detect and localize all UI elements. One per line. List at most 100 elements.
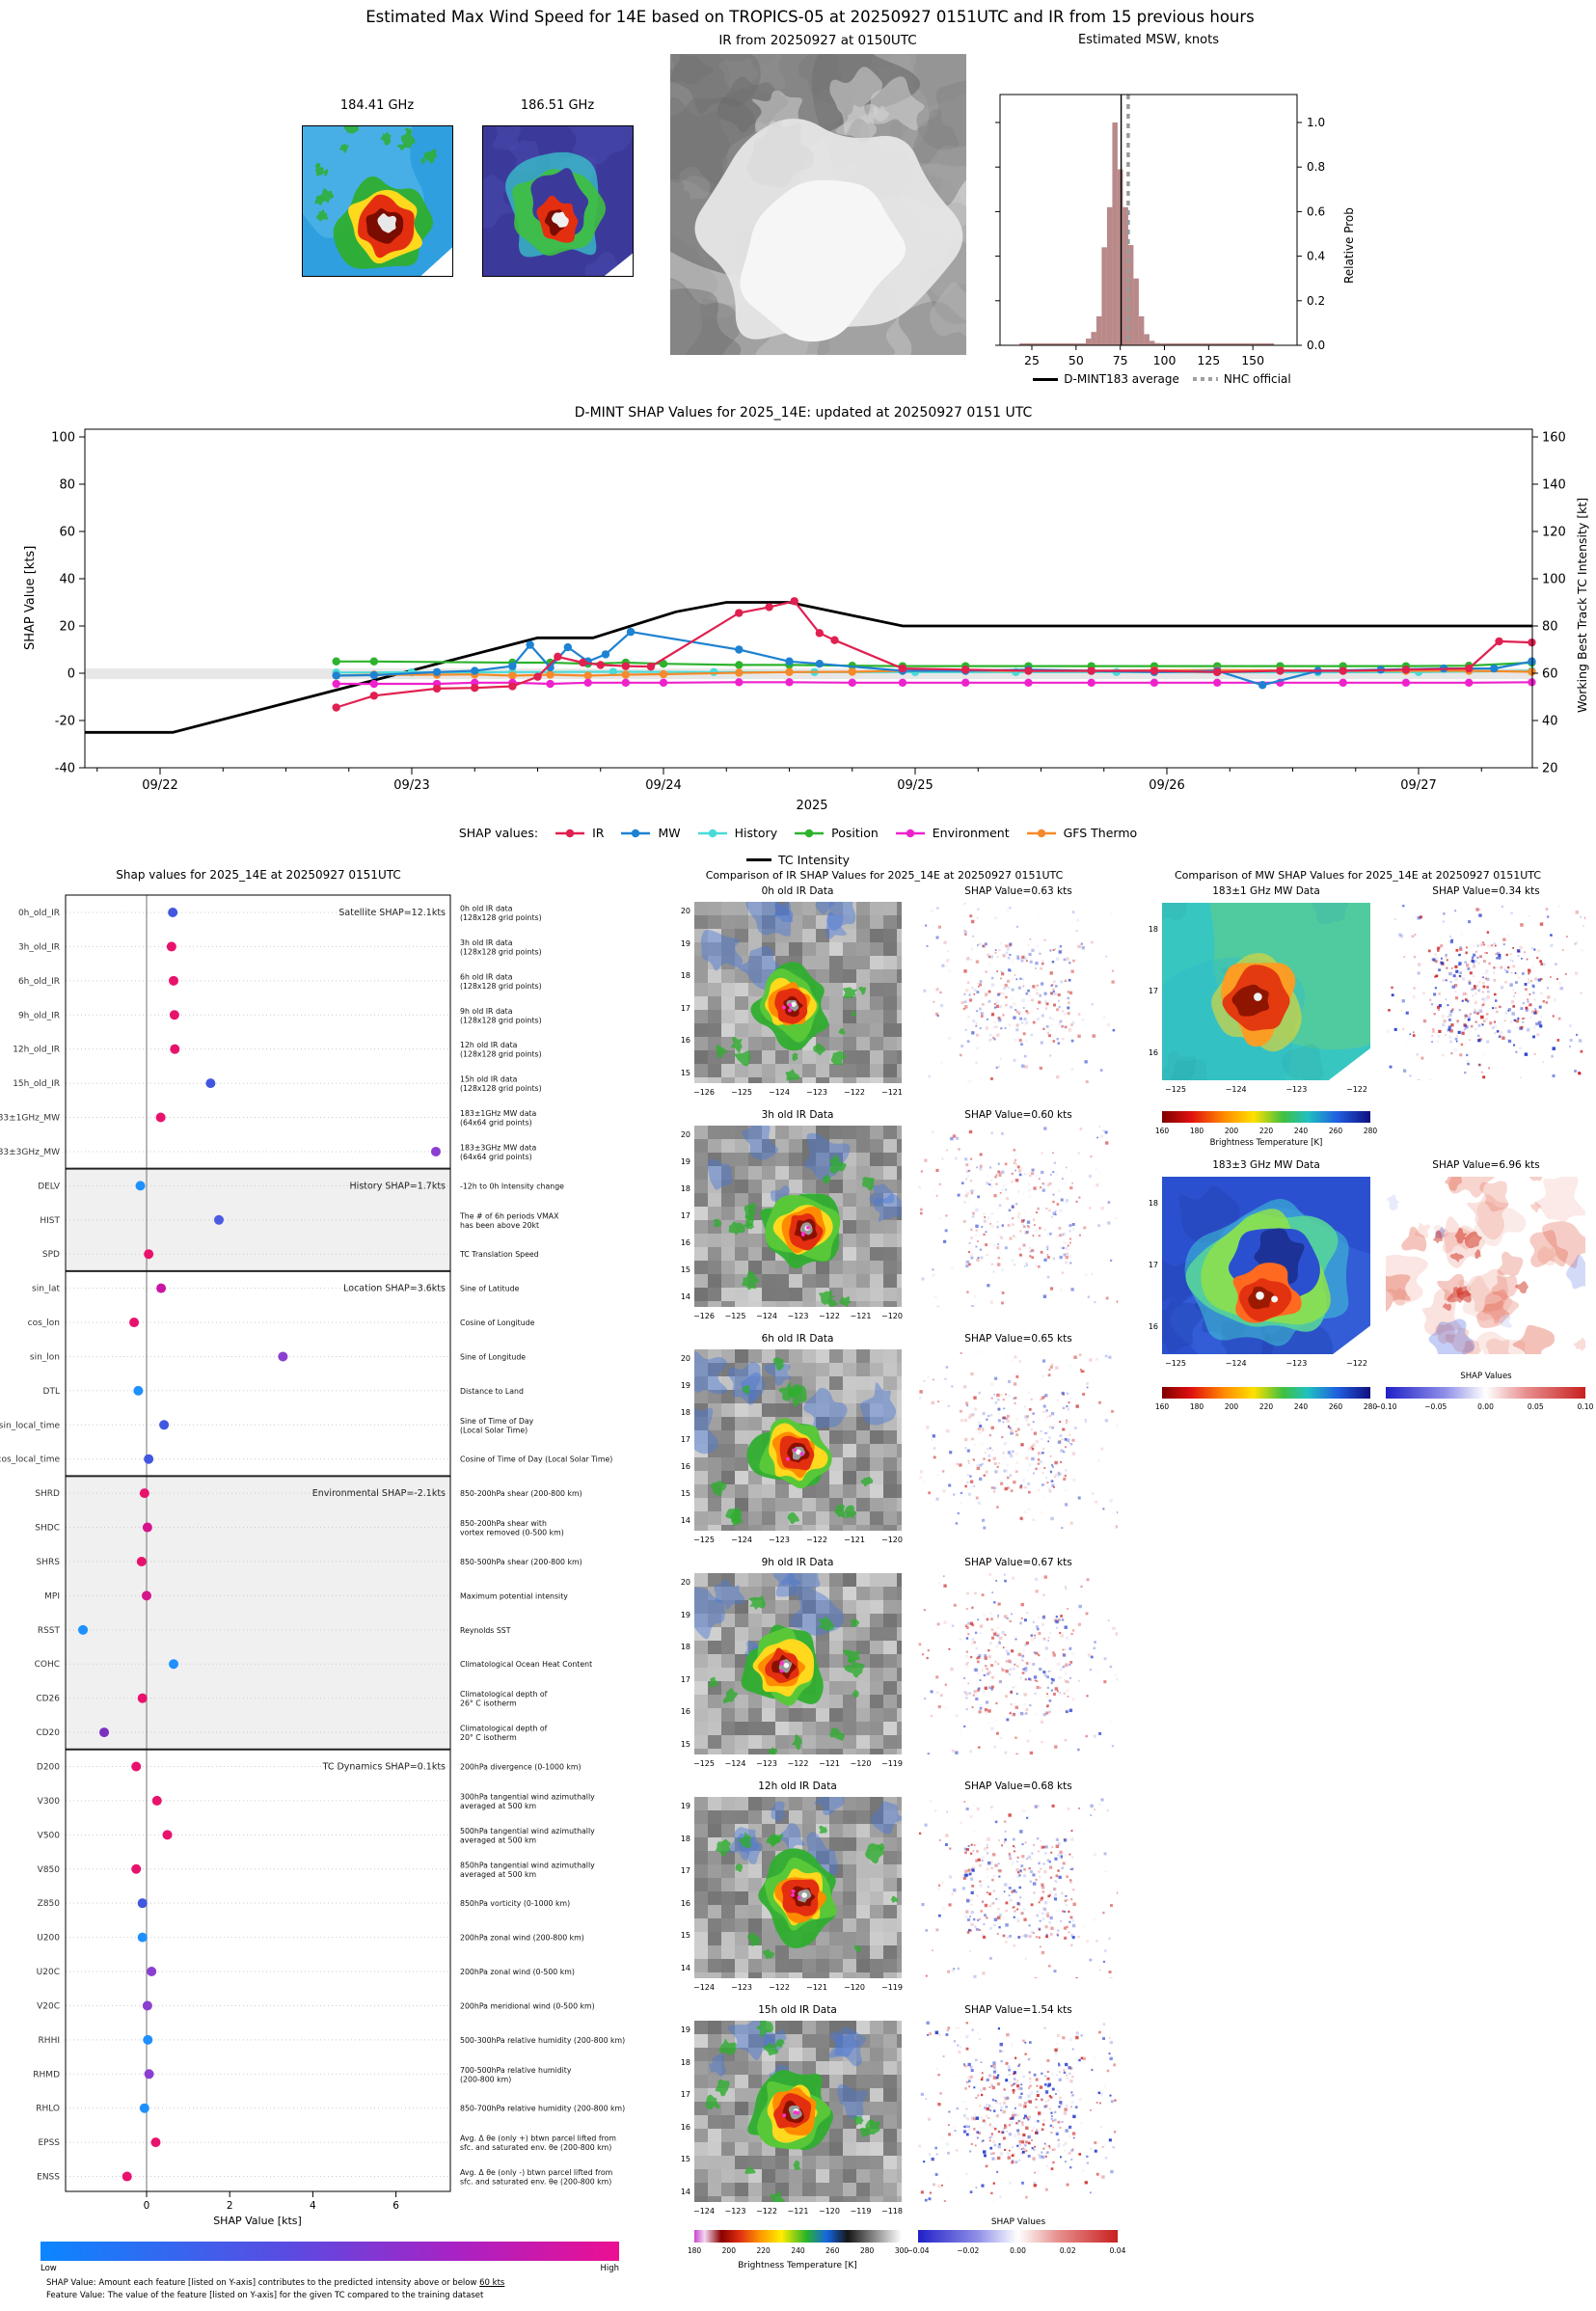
shap-speck <box>930 1715 933 1718</box>
shap-speck <box>1023 1702 1026 1706</box>
feature-description: Sine of Latitude <box>460 1285 520 1293</box>
shap-speck <box>974 1668 978 1672</box>
shap-speck <box>1109 2041 1114 2045</box>
ir-pixel <box>721 1126 735 1139</box>
shap-speck <box>927 1753 931 1754</box>
ir-pixel <box>789 1403 802 1417</box>
data-point <box>1087 666 1096 675</box>
shap-speck <box>998 992 1001 995</box>
shap-speck <box>987 2136 990 2139</box>
shap-speck <box>1016 1665 1019 1668</box>
convection-speck <box>423 149 438 164</box>
ir-pixel <box>694 1234 708 1247</box>
shap-speck <box>977 1656 981 1660</box>
shap-speck <box>970 1843 973 1846</box>
ir-pixel <box>897 2169 902 2183</box>
shap-speck <box>987 1861 991 1865</box>
shap-speck <box>1009 2117 1013 2120</box>
shap-speck <box>979 983 983 987</box>
shap-speck <box>1041 1188 1045 1192</box>
shap-speck <box>1038 1927 1041 1931</box>
shap-speck <box>1446 959 1448 962</box>
shap-speck <box>1026 1011 1030 1015</box>
ir-pixel <box>856 2102 870 2115</box>
shap-speck <box>922 1018 925 1020</box>
shap-speck <box>1041 2146 1043 2148</box>
ir-pixel <box>708 1193 721 1207</box>
shap-speck <box>1082 2056 1086 2061</box>
ir-data-map <box>694 1349 902 1531</box>
shap-speck <box>1033 1472 1035 1475</box>
shap-speck <box>1044 1852 1047 1855</box>
shap-speck <box>1031 1852 1034 1855</box>
shap-speck <box>970 1903 973 1906</box>
shap-speck <box>1024 1644 1027 1646</box>
ir-pixel <box>708 2034 721 2048</box>
ir-pixel <box>694 956 708 969</box>
shap-speck <box>1051 1465 1054 1468</box>
shap-speck <box>1041 1483 1044 1486</box>
core-spot <box>1254 992 1262 1001</box>
shap-speck <box>1004 1246 1008 1250</box>
shap-speck <box>1090 2191 1092 2194</box>
ir-pixel <box>762 1614 775 1627</box>
shap-speck <box>1029 1704 1032 1707</box>
shap-speck <box>1063 1172 1066 1175</box>
y-tick-label: 20 <box>59 620 75 635</box>
shap-speck <box>966 1170 969 1173</box>
shap-speck <box>1069 1398 1072 1400</box>
shap-speck <box>987 1284 990 1288</box>
shap-speck <box>1094 1808 1096 1811</box>
ir-pixel <box>748 1126 762 1139</box>
ir-pixel <box>762 1261 775 1274</box>
shap-speck <box>1460 1043 1464 1047</box>
shap-speck <box>938 1183 941 1185</box>
shap-speck <box>989 1166 992 1169</box>
shap-speck <box>1069 964 1071 966</box>
shap-speck <box>1005 1909 1008 1913</box>
shap-speck <box>1032 1621 1035 1623</box>
x-tick-label: 4 <box>310 2200 316 2212</box>
shap-speck <box>978 1421 981 1425</box>
ir-pixel <box>802 1484 816 1498</box>
shap-speck <box>974 1235 977 1237</box>
ir-pixel <box>789 1077 802 1083</box>
shap-speck <box>1050 1851 1053 1854</box>
convection-speck <box>730 1509 743 1523</box>
shap-speck <box>977 1427 981 1431</box>
ir-pixel <box>897 1050 902 1064</box>
shap-speck <box>1015 1461 1019 1464</box>
shap-speck <box>1069 1916 1073 1919</box>
shap-speck <box>921 1903 925 1907</box>
ir-pixel <box>870 2169 883 2183</box>
shap-speck <box>1033 1891 1036 1894</box>
ir-pixel <box>883 1525 897 1531</box>
shap-speck <box>1033 2148 1036 2151</box>
shap-speck <box>1013 1916 1015 1918</box>
shap-speck <box>941 1907 945 1911</box>
ir-pixel <box>694 1722 708 1735</box>
ir-pixel <box>775 1959 789 1972</box>
shap-speck <box>1023 1618 1027 1622</box>
shap-speck <box>1081 1018 1085 1021</box>
lat-tick-label: 17 <box>680 1211 690 1220</box>
shap-speck <box>1014 1154 1016 1156</box>
ir-pixel <box>883 1153 897 1166</box>
shap-speck <box>1049 2124 1053 2128</box>
shap-speck <box>1507 1029 1511 1034</box>
shap-speck <box>949 1451 953 1455</box>
shap-speck <box>1045 1245 1049 1249</box>
shap-speck <box>973 1444 976 1447</box>
shap-speck <box>982 1900 985 1903</box>
shap-speck <box>994 1660 997 1664</box>
shap-speck <box>998 1637 1001 1640</box>
ir-pixel <box>802 1749 816 1754</box>
ir-shap-map-title: SHAP Value=0.63 kts <box>964 885 1072 897</box>
shap-speck <box>1113 2131 1117 2134</box>
shap-speck <box>931 910 933 912</box>
ir-pixel <box>708 1403 721 1417</box>
shap-speck <box>1069 1255 1071 1258</box>
shap-speck <box>973 1830 976 1833</box>
shap-speck <box>1063 1240 1067 1244</box>
shap-speck <box>1063 1182 1066 1184</box>
